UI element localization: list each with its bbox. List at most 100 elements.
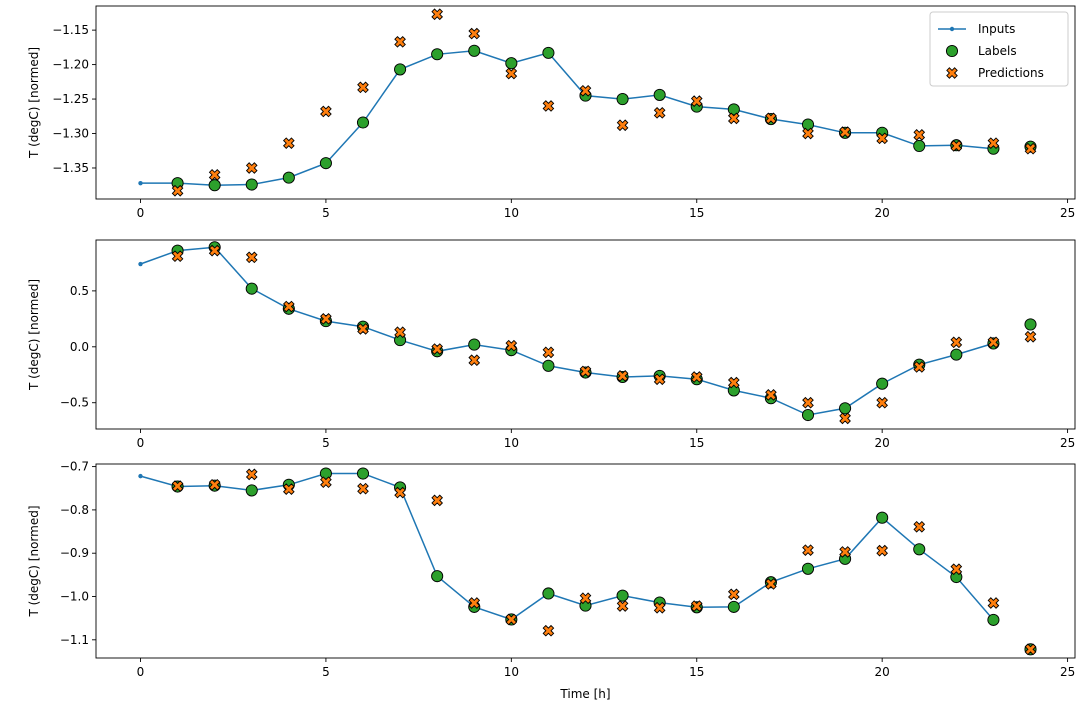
- labels-point: [282, 171, 295, 184]
- predictions-point: [802, 396, 814, 409]
- x-tick-label: 25: [1060, 436, 1075, 450]
- inputs-line: [140, 472, 994, 621]
- predictions-point: [950, 336, 963, 349]
- predictions-point: [616, 600, 629, 612]
- legend-box: [929, 11, 1069, 87]
- predictions-point: [950, 563, 963, 576]
- x-tick-label: 5: [322, 206, 330, 220]
- predictions-point: [987, 597, 1000, 609]
- labels-point: [616, 589, 629, 602]
- labels-point: [876, 377, 889, 390]
- predictions-point: [468, 597, 481, 609]
- predictions-point: [653, 601, 666, 614]
- legend: Inputs Labels Predictions: [929, 11, 1069, 87]
- predictions-point: [357, 482, 369, 495]
- predictions-point: [171, 184, 184, 197]
- legend-predictions-label: Predictions: [978, 66, 1044, 80]
- predictions-point: [208, 478, 221, 491]
- x-tick-label: 20: [875, 436, 890, 450]
- predictions-point: [282, 137, 295, 150]
- predictions-point: [394, 326, 406, 339]
- labels-point: [913, 139, 926, 152]
- predictions-point: [913, 361, 926, 373]
- x-tick-label: 20: [875, 665, 890, 679]
- inputs-line: [140, 50, 994, 186]
- predictions-point: [653, 373, 666, 386]
- y-tick-label: −0.8: [60, 503, 89, 517]
- labels-point: [319, 467, 332, 480]
- predictions-point: [357, 323, 369, 335]
- predictions-point: [431, 8, 444, 21]
- y-axis-label: T (degC) [normed]: [27, 505, 41, 617]
- predictions-point: [653, 107, 666, 119]
- x-tick-label: 10: [504, 436, 519, 450]
- labels-point: [468, 338, 481, 351]
- y-tick-label: 0.5: [70, 284, 89, 298]
- predictions-point: [171, 480, 184, 492]
- predictions-point: [245, 162, 258, 174]
- y-axis-label: T (degC) [normed]: [27, 279, 41, 391]
- predictions-point: [876, 132, 889, 145]
- x-tick-label: 10: [504, 665, 519, 679]
- predictions-point: [727, 376, 740, 389]
- predictions-point: [765, 389, 777, 401]
- plot-frame: [95, 5, 1076, 200]
- predictions-point: [245, 251, 258, 264]
- predictions-point: [357, 81, 369, 94]
- predictions-point: [765, 578, 777, 590]
- predictions-point: [320, 476, 332, 489]
- predictions-point: [542, 346, 555, 359]
- predictions-point: [282, 483, 295, 495]
- predictions-point: [505, 339, 518, 352]
- predictions-point: [282, 300, 295, 313]
- predictions-point: [431, 343, 444, 355]
- labels-point: [876, 511, 889, 524]
- labels-point: [245, 484, 258, 497]
- x-tick-label: 5: [322, 665, 330, 679]
- predictions-point: [468, 354, 481, 367]
- y-tick-label: −1.30: [52, 127, 89, 141]
- predictions-point: [765, 112, 777, 125]
- predictions-point: [727, 112, 740, 125]
- predictions-point: [579, 365, 592, 378]
- predictions-point: [320, 313, 332, 325]
- x-tick-label: 15: [689, 436, 704, 450]
- inputs-point: [138, 180, 143, 186]
- y-tick-label: −1.1: [60, 633, 89, 647]
- labels-point: [839, 402, 852, 415]
- plot-frame: [95, 239, 1076, 430]
- y-tick-label: −1.35: [52, 161, 89, 175]
- y-tick-label: −1.20: [52, 58, 89, 72]
- predictions-point: [690, 600, 703, 612]
- y-tick-label: 0.0: [70, 340, 89, 354]
- predictions-point: [690, 95, 703, 107]
- labels-point: [431, 570, 444, 583]
- x-tick-label: 15: [689, 206, 704, 220]
- x-tick-label: 25: [1060, 206, 1075, 220]
- y-tick-label: −1.0: [60, 590, 89, 604]
- plot-frame: [95, 463, 1076, 659]
- predictions-point: [245, 468, 258, 481]
- labels-point: [356, 116, 370, 129]
- subplot-2: 0 5 10 15 20 25 −0.5 0.0 0.5 T (degC) [normed]: [27, 239, 1076, 450]
- legend-inputs-marker: [949, 26, 955, 32]
- predictions-point: [208, 244, 221, 257]
- predictions-point: [727, 588, 740, 601]
- labels-point: [801, 562, 815, 575]
- y-tick-label: −0.5: [60, 396, 89, 410]
- predictions-point: [616, 119, 629, 132]
- labels-point: [542, 359, 555, 372]
- labels-point: [653, 88, 666, 101]
- predictions-point: [690, 371, 703, 383]
- predictions-point: [394, 36, 406, 48]
- labels-point: [468, 44, 481, 57]
- labels-point: [913, 543, 926, 556]
- inputs-point: [138, 473, 143, 479]
- predictions-point: [1024, 643, 1037, 656]
- labels-point: [356, 467, 370, 480]
- predictions-point: [542, 100, 555, 112]
- predictions-point: [913, 520, 926, 533]
- legend-labels-marker: [945, 44, 959, 58]
- labels-point: [950, 348, 963, 361]
